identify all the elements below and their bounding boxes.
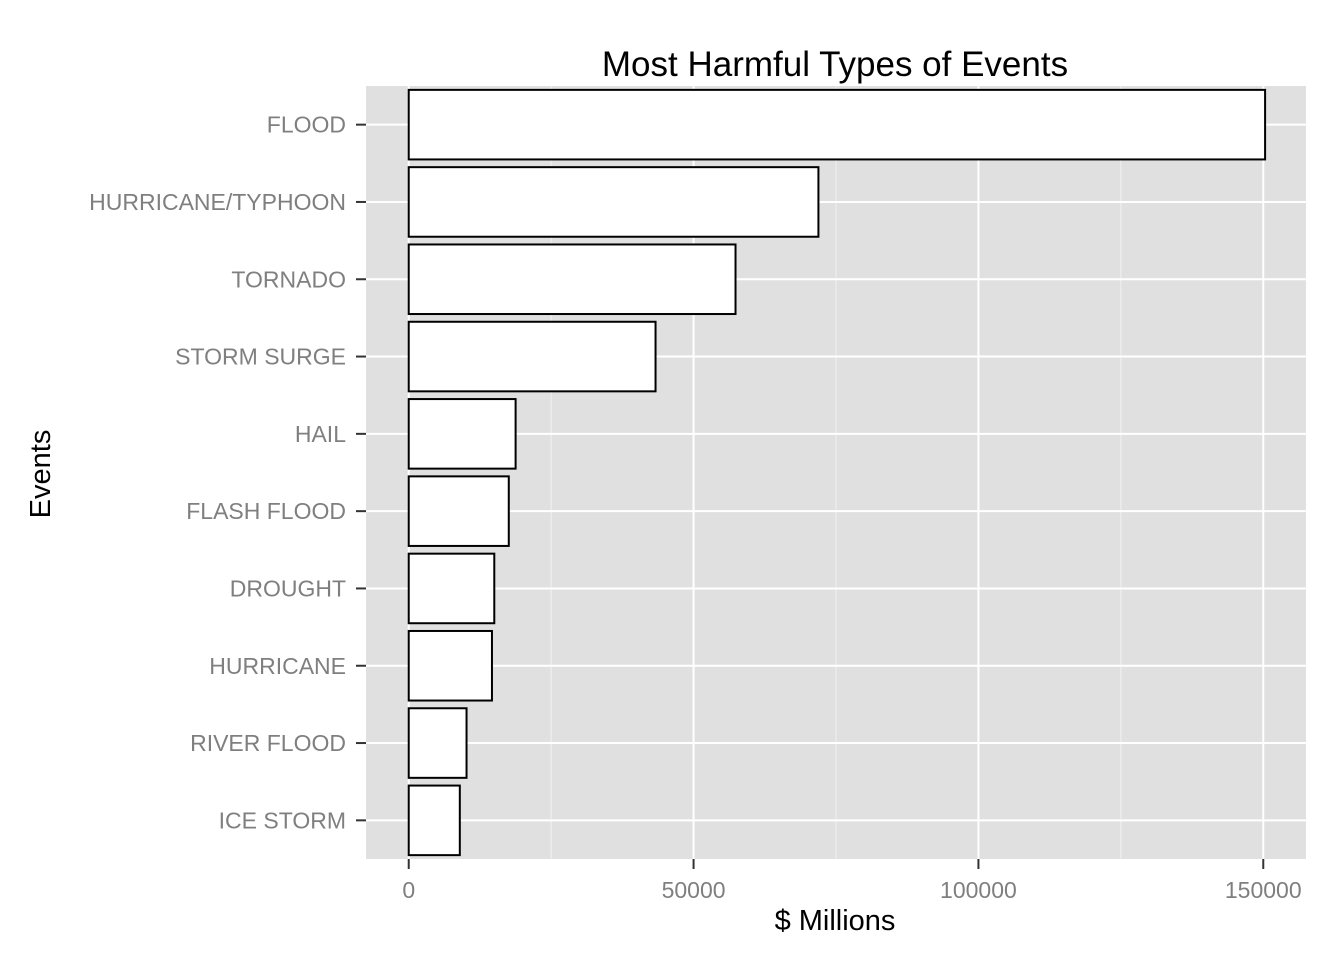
bar-tornado: [407, 243, 737, 316]
bars: [407, 88, 1267, 857]
bar-flash-flood: [407, 475, 510, 547]
bar-river-flood: [407, 707, 468, 779]
bar-hail: [407, 398, 517, 470]
y-tick-label: ICE STORM: [219, 807, 346, 833]
y-tick-label: FLASH FLOOD: [186, 498, 346, 524]
x-tick-label: 50000: [662, 877, 726, 903]
bar-drought: [407, 552, 496, 625]
y-axis-title: Events: [25, 430, 57, 519]
bar-ice-storm: [407, 784, 461, 857]
bar-flood: [407, 88, 1267, 161]
x-axis-title: $ Millions: [775, 905, 896, 937]
y-tick-label: TORNADO: [231, 266, 346, 292]
y-tick-label: HURRICANE/TYPHOON: [89, 189, 346, 215]
y-tick-label: HURRICANE: [209, 653, 346, 679]
y-tick-label: HAIL: [295, 421, 346, 447]
y-axis: FLOOD HURRICANE/TYPHOON TORNADO STORM SURGE…: [89, 112, 366, 833]
y-tick-label: DROUGHT: [230, 575, 346, 601]
y-tick-label: FLOOD: [267, 112, 346, 138]
y-tick-label: RIVER FLOOD: [190, 730, 346, 756]
x-tick-label: 150000: [1225, 877, 1302, 903]
chart-title: Most Harmful Types of Events: [602, 45, 1068, 84]
x-axis: 0 50000 100000 150000: [402, 859, 1302, 903]
x-tick-label: 0: [402, 877, 415, 903]
bar-hurricane-typhoon: [407, 166, 820, 238]
bar-hurricane: [407, 629, 493, 702]
x-tick-label: 100000: [940, 877, 1017, 903]
y-tick-label: STORM SURGE: [175, 344, 346, 370]
bar-storm-surge: [407, 320, 657, 393]
